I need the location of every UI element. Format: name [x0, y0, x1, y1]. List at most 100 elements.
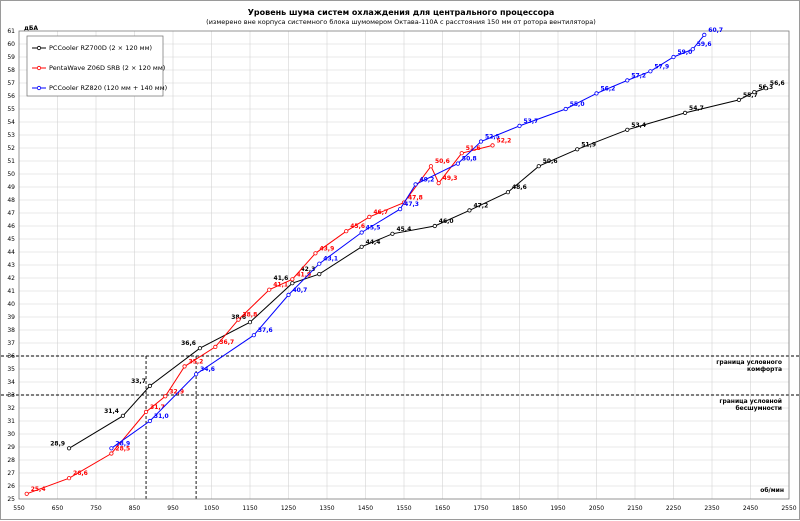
x-tick-label: 1450 [358, 505, 373, 512]
data-label: 31,7 [150, 404, 165, 411]
data-label: 32,9 [169, 388, 184, 395]
y-tick-label: 49 [7, 184, 15, 191]
y-axis-unit: дБА [24, 25, 38, 32]
y-tick-label: 33 [7, 392, 15, 399]
y-tick-label: 44 [7, 249, 15, 256]
data-point [317, 261, 322, 266]
data-point [109, 446, 114, 451]
data-label: 28,5 [115, 446, 130, 453]
y-tick-label: 59 [7, 54, 15, 61]
data-point [690, 47, 695, 52]
legend-label: PCCooler RZ700D (2 × 120 мм) [49, 44, 152, 52]
data-point [367, 214, 372, 219]
reference-line-label: комфорта [747, 366, 782, 373]
x-tick-label: 2150 [627, 505, 642, 512]
data-label: 37,6 [258, 327, 273, 334]
data-label: 59,6 [697, 41, 712, 48]
data-point [213, 344, 218, 349]
data-point [763, 86, 769, 91]
y-tick-label: 60 [7, 41, 15, 48]
data-point [182, 364, 187, 369]
y-tick-label: 52 [7, 145, 15, 152]
data-point [313, 251, 318, 256]
data-point [682, 110, 688, 116]
y-tick-label: 45 [7, 236, 15, 243]
x-tick-label: 850 [129, 505, 141, 512]
x-tick-label: 950 [167, 505, 179, 512]
data-label: 28,9 [50, 440, 65, 447]
data-point [436, 181, 441, 186]
series-layer: 28,931,433,736,638,641,642,344,445,446,0… [24, 27, 785, 496]
x-axis-unit: об/мин [760, 487, 784, 494]
data-label: 47,3 [404, 201, 419, 208]
data-label: 31,4 [104, 408, 119, 415]
y-tick-label: 61 [7, 28, 15, 35]
data-point [575, 147, 580, 152]
y-tick-label: 58 [7, 67, 15, 74]
data-point [236, 317, 241, 322]
y-tick-label: 39 [7, 314, 15, 321]
y-tick-label: 36 [7, 353, 15, 360]
data-label: 45,5 [366, 225, 381, 232]
y-tick-label: 37 [7, 340, 15, 347]
data-label: 53,4 [631, 122, 646, 129]
data-label: 49,3 [443, 175, 458, 182]
data-label: 36,7 [219, 339, 234, 346]
data-label: 34,6 [200, 366, 215, 373]
data-point [490, 143, 495, 148]
y-tick-label: 46 [7, 223, 15, 230]
series-2: 25,4 26,6 28,5 31,7 32,9 35,2 36,7 38,8 41,1 41,9… [24, 137, 511, 496]
y-tick-label: 28 [7, 457, 15, 464]
data-label: 51,9 [581, 141, 596, 148]
data-point [290, 277, 295, 282]
x-tick-label: 1250 [281, 505, 296, 512]
data-label: 33,7 [131, 378, 146, 385]
y-tick-label: 26 [7, 483, 15, 490]
y-tick-label: 25 [7, 496, 15, 503]
data-label: 56,6 [770, 80, 785, 87]
data-label: 46,7 [373, 209, 388, 216]
data-label: 42,3 [300, 266, 315, 273]
data-label: 50,6 [543, 158, 558, 165]
x-tick-label: 750 [90, 505, 102, 512]
data-label: 47,8 [408, 195, 423, 202]
series-1: 28,931,433,736,638,641,642,344,445,446,0… [50, 80, 785, 451]
data-point [594, 91, 599, 96]
y-tick-label: 54 [7, 119, 15, 126]
data-point [24, 491, 29, 496]
data-point [194, 372, 199, 377]
data-point [247, 320, 253, 325]
x-tick-label: 2450 [743, 505, 758, 512]
legend-marker [36, 65, 42, 71]
x-tick-label: 2550 [781, 505, 796, 512]
data-label: 52,5 [485, 134, 500, 141]
data-point [197, 346, 203, 351]
data-label: 25,4 [31, 486, 46, 493]
y-tick-label: 29 [7, 444, 15, 451]
data-point [359, 230, 364, 235]
data-point [109, 451, 114, 456]
data-label: 44,4 [366, 239, 381, 246]
data-point [736, 97, 742, 103]
data-point [505, 190, 511, 195]
data-label: 43,9 [319, 245, 334, 252]
data-point [120, 413, 126, 418]
x-tick-label: 1150 [242, 505, 257, 512]
data-point [702, 32, 707, 38]
y-tick-label: 27 [7, 470, 15, 477]
data-label: 43,1 [323, 256, 338, 263]
data-point [317, 271, 322, 277]
series-3: 28,9 31,0 34,6 37,6 40,7 43,1 45,5 47,3 49,2 50,8… [109, 27, 723, 451]
data-point [390, 231, 395, 236]
y-tick-label: 56 [7, 93, 15, 100]
data-point [467, 208, 472, 213]
data-label: 46,0 [439, 218, 454, 225]
data-label: 49,2 [420, 176, 435, 183]
y-tick-label: 50 [7, 171, 15, 178]
data-point [625, 78, 630, 83]
data-point [286, 292, 291, 297]
data-point [752, 90, 757, 95]
data-point [66, 446, 72, 451]
x-tick-label: 1650 [435, 505, 450, 512]
